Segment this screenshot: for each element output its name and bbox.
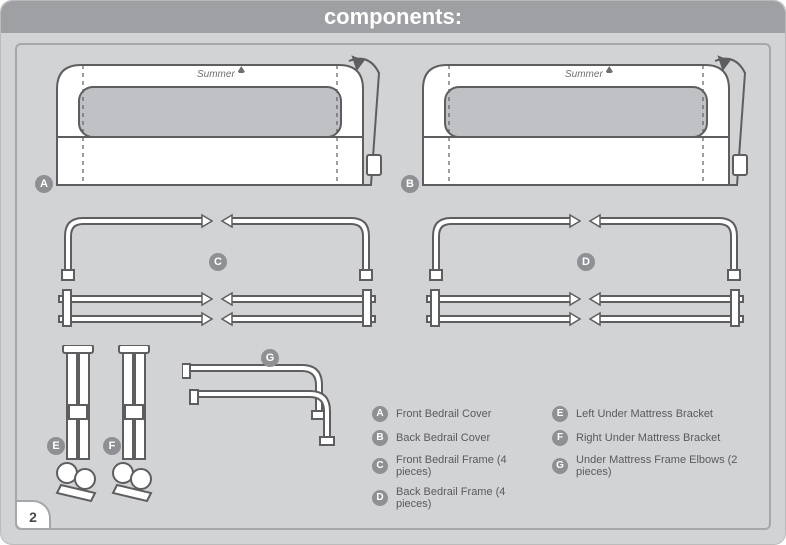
- callout-g: G: [261, 349, 279, 367]
- bracket-f-diagram: [111, 345, 161, 505]
- legend-text: Back Bedrail Cover: [396, 432, 490, 444]
- legend-row: A Front Bedrail Cover: [372, 406, 532, 422]
- brand-label-a: Summer: [197, 69, 235, 80]
- callout-a: A: [35, 175, 53, 193]
- callout-b: B: [401, 175, 419, 193]
- legend-row: B Back Bedrail Cover: [372, 430, 532, 446]
- legend-text: Under Mattress Frame Elbows (2 pieces): [576, 454, 759, 478]
- legend-text: Right Under Mattress Bracket: [576, 432, 720, 444]
- title-bar: components:: [1, 1, 785, 33]
- legend: A Front Bedrail Cover B Back Bedrail Cov…: [372, 406, 759, 510]
- page-title: components:: [324, 4, 462, 29]
- elbow-g-diagram: [182, 353, 342, 453]
- legend-badge: C: [372, 458, 388, 474]
- callout-e: E: [47, 437, 65, 455]
- legend-badge: E: [552, 406, 568, 422]
- callout-f: F: [103, 437, 121, 455]
- callout-c: C: [209, 253, 227, 271]
- legend-text: Back Bedrail Frame (4 pieces): [396, 486, 532, 510]
- brand-label-b: Summer: [565, 69, 603, 80]
- legend-text: Front Bedrail Frame (4 pieces): [396, 454, 532, 478]
- legend-col-2: E Left Under Mattress Bracket F Right Un…: [552, 406, 759, 510]
- manual-page: components: Summer A: [0, 0, 786, 545]
- content-frame: Summer A Summer B: [15, 43, 771, 530]
- bracket-e-diagram: [55, 345, 105, 505]
- legend-row: C Front Bedrail Frame (4 pieces): [372, 454, 532, 478]
- callout-d: D: [577, 253, 595, 271]
- legend-text: Left Under Mattress Bracket: [576, 408, 713, 420]
- legend-row: G Under Mattress Frame Elbows (2 pieces): [552, 454, 759, 478]
- legend-row: F Right Under Mattress Bracket: [552, 430, 759, 446]
- legend-columns: A Front Bedrail Cover B Back Bedrail Cov…: [372, 406, 759, 510]
- legend-text: Front Bedrail Cover: [396, 408, 491, 420]
- legend-badge: A: [372, 406, 388, 422]
- legend-badge: F: [552, 430, 568, 446]
- legend-col-1: A Front Bedrail Cover B Back Bedrail Cov…: [372, 406, 532, 510]
- legend-row: E Left Under Mattress Bracket: [552, 406, 759, 422]
- legend-badge: B: [372, 430, 388, 446]
- legend-badge: G: [552, 458, 568, 474]
- legend-row: D Back Bedrail Frame (4 pieces): [372, 486, 532, 510]
- legend-badge: D: [372, 490, 388, 506]
